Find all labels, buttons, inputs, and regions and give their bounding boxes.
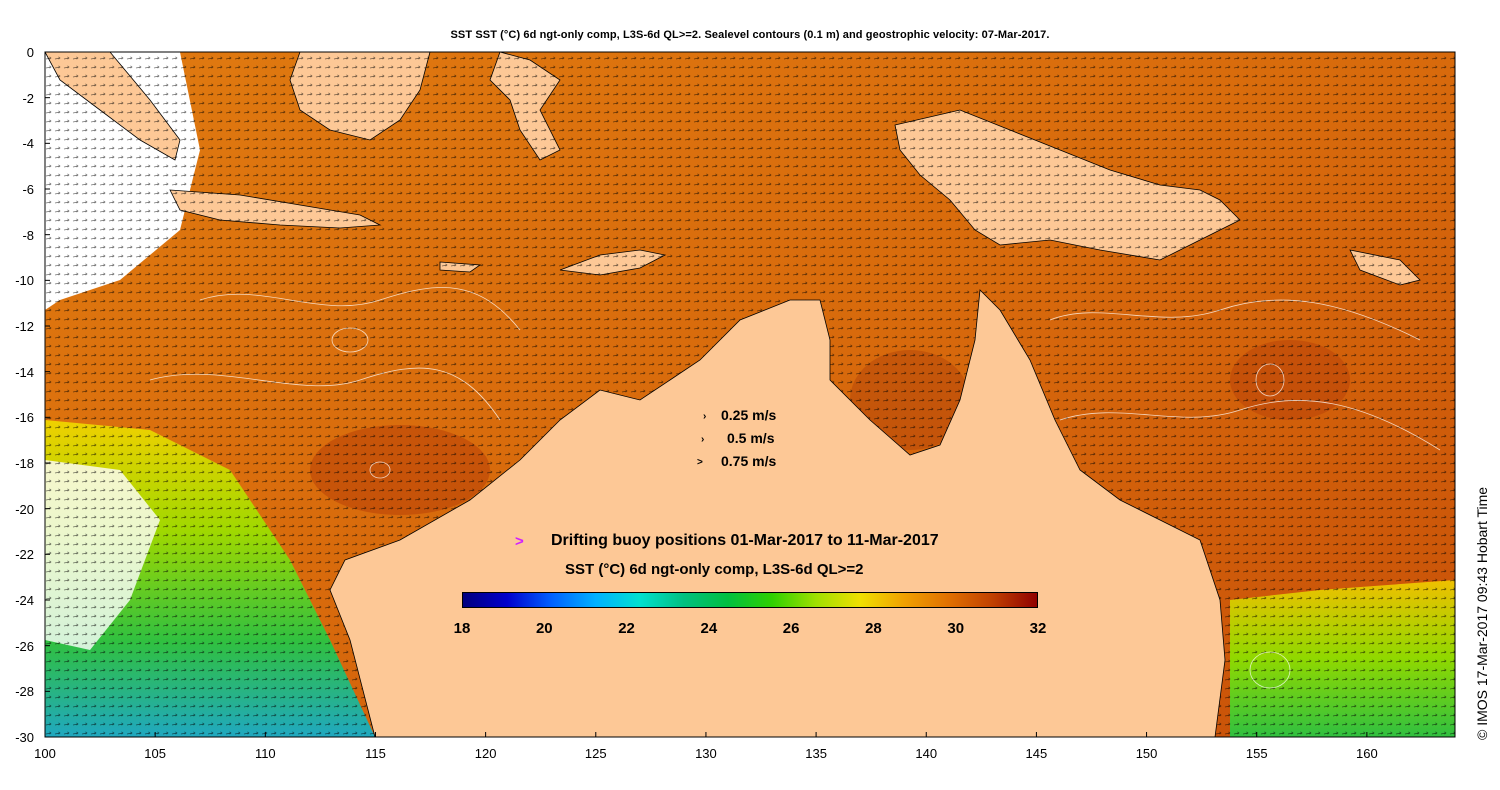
buoy-marker-icon: > [515, 533, 524, 550]
x-tick-label: 140 [915, 746, 938, 761]
y-tick-label: -18 [15, 456, 34, 471]
sealevel-contours [149, 287, 1441, 689]
y-tick-label: -14 [15, 364, 34, 380]
colorbar-tick-label: 28 [865, 620, 882, 637]
velocity-arrow-icon: › [703, 411, 707, 422]
x-tick-label: 115 [365, 746, 386, 761]
colorbar-tick-label: 24 [700, 620, 718, 637]
y-tick-label: -28 [15, 684, 34, 700]
y-tick-label: -30 [15, 730, 34, 745]
colorbar-title: SST (°C) 6d ngt-only comp, L3S-6d QL>=2 [565, 561, 864, 578]
velocity-legend-label: 0.75 m/s [721, 453, 777, 469]
y-tick-label: -2 [22, 90, 34, 106]
colorbar-tick-label: 22 [618, 620, 635, 637]
y-tick-label: -12 [15, 319, 34, 334]
credit-text: © IMOS 17-Mar-2017 09:43 Hobart Time [1474, 486, 1490, 740]
y-tick-label: -24 [15, 593, 34, 608]
y-tick-label: -16 [15, 410, 34, 426]
velocity-arrow-icon: > [697, 457, 703, 468]
x-tick-label: 150 [1135, 746, 1158, 761]
y-tick-label: -22 [15, 547, 34, 563]
velocity-legend-label: 0.5 m/s [727, 430, 775, 446]
buoy-legend-label: Drifting buoy positions 01-Mar-2017 to 1… [551, 532, 939, 549]
colorbar-tick-label: 26 [782, 620, 800, 637]
colorbar-tick-label: 32 [1029, 620, 1047, 637]
x-tick-label: 160 [1356, 746, 1378, 761]
y-tick-label: -6 [22, 182, 34, 197]
velocity-legend-label: 0.25 m/s [721, 407, 777, 423]
map-title: SST SST (°C) 6d ngt-only comp, L3S-6d QL… [450, 29, 1050, 41]
y-tick-label: -26 [15, 638, 34, 654]
x-tick-label: 130 [695, 746, 717, 761]
y-tick-label: -10 [15, 273, 34, 289]
x-tick-label: 110 [254, 746, 276, 761]
x-tick-label: 120 [474, 746, 497, 761]
x-tick-label: 145 [1025, 746, 1048, 761]
colorbar-tick-label: 18 [453, 620, 471, 637]
y-tick-label: 0 [26, 45, 34, 60]
x-tick-label: 105 [144, 746, 166, 761]
y-tick-label: -8 [22, 227, 34, 243]
x-tick-label: 100 [34, 746, 56, 761]
x-tick-label: 155 [1245, 746, 1268, 761]
y-tick-label: -4 [22, 136, 34, 152]
colorbar-tick-label: 30 [947, 620, 965, 637]
map-frame [44, 51, 1456, 738]
x-tick-label: 135 [805, 746, 827, 761]
colorbar-tick-label: 20 [535, 620, 553, 637]
velocity-arrow-icon: › [701, 434, 705, 445]
y-tick-label: -20 [15, 501, 34, 517]
x-tick-label: 125 [584, 746, 607, 761]
colorbar [462, 592, 1038, 608]
